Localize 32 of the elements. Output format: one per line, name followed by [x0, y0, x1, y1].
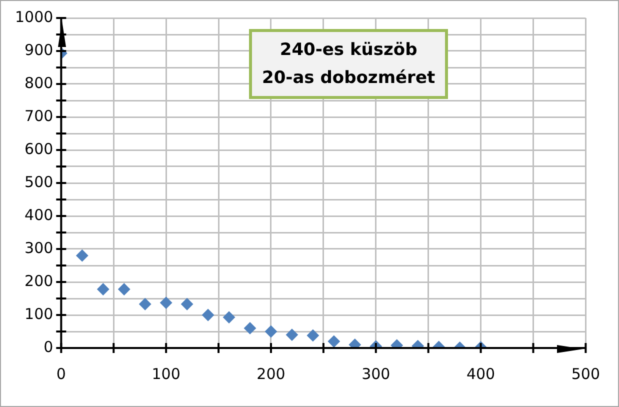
point — [328, 335, 340, 348]
x-tick-label: 100 — [152, 364, 180, 383]
x-tick-label: 300 — [362, 364, 390, 383]
y-tick-label: 1000 — [14, 8, 54, 26]
point — [306, 329, 319, 342]
annotation: 240-es küszöb — [278, 39, 418, 62]
point — [139, 298, 152, 310]
annotation: 20-as dobozméret — [262, 67, 436, 90]
x-tick-label: 0 — [56, 364, 66, 383]
y-tick-label: 600 — [24, 140, 54, 158]
y-tick-label: 200 — [24, 272, 54, 290]
y-tick-label: 500 — [24, 172, 54, 191]
y-tick-label: 800 — [24, 74, 54, 92]
y-tick-label: 900 — [24, 40, 54, 59]
y-tick-label: 300 — [24, 238, 54, 257]
point — [97, 283, 110, 296]
point — [160, 296, 172, 309]
x-tick-label: 500 — [571, 364, 600, 383]
point — [118, 283, 130, 296]
x-tick-label: 400 — [466, 364, 496, 383]
y-tick-label: 700 — [24, 106, 54, 125]
point — [286, 328, 298, 341]
point — [181, 298, 194, 310]
point — [76, 250, 88, 262]
y-tick-label: 0 — [44, 338, 54, 356]
point — [223, 311, 236, 324]
point — [264, 326, 277, 338]
point — [244, 322, 256, 334]
x-tick-label: 200 — [256, 364, 286, 383]
y-tick-label: 400 — [24, 206, 54, 224]
y-tick-label: 100 — [24, 304, 54, 323]
point — [202, 309, 214, 321]
